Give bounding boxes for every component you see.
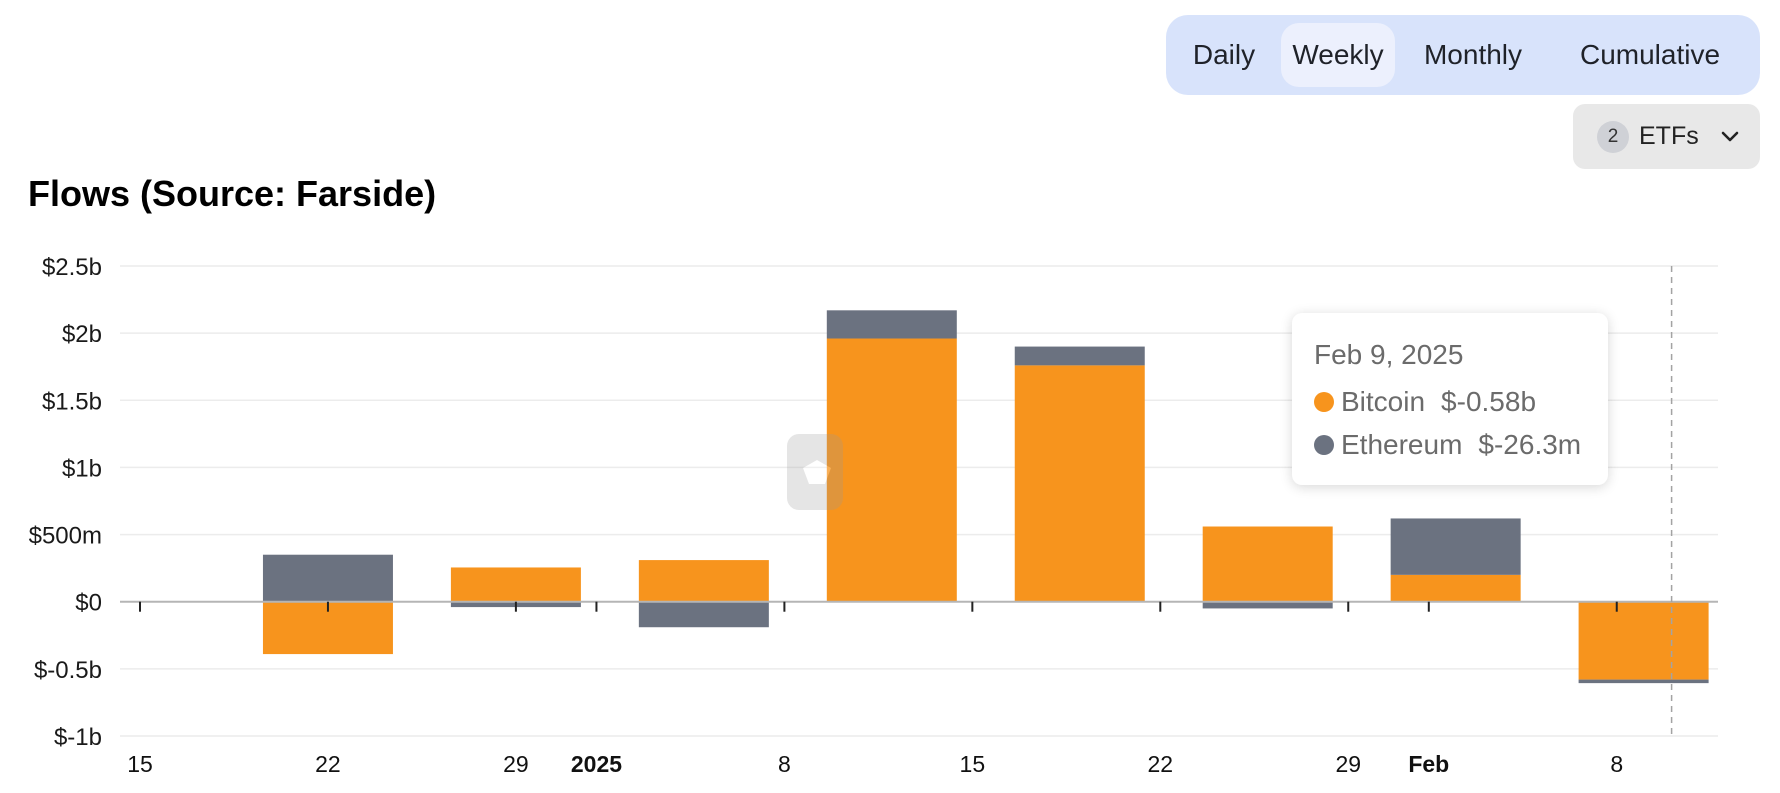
chart-tooltip: Feb 9, 2025 Bitcoin $-0.58b Ethereum $-2… [1292, 313, 1608, 485]
view-tabs: Daily Weekly Monthly Cumulative [1166, 15, 1760, 95]
y-tick-label: $1b [62, 455, 102, 482]
tooltip-series-name: Ethereum [1341, 428, 1463, 460]
bar-bitcoin[interactable] [1578, 601, 1709, 680]
bar-ethereum[interactable] [1202, 601, 1333, 609]
bar-bitcoin[interactable] [638, 560, 769, 602]
bar-ethereum[interactable] [638, 601, 769, 628]
bar-ethereum[interactable] [1390, 518, 1521, 575]
watermark-logo-icon [785, 432, 849, 517]
x-tick-label: 2025 [571, 751, 622, 777]
y-tick-label: $0 [75, 590, 102, 617]
bar-ethereum[interactable] [1014, 346, 1145, 366]
chevron-down-icon [1721, 104, 1739, 169]
ethereum-dot-icon [1314, 434, 1334, 455]
etf-selector-label: ETFs [1639, 122, 1699, 150]
y-tick-label: $-0.5b [34, 657, 102, 684]
bar-bitcoin[interactable] [826, 338, 957, 602]
tab-monthly[interactable]: Monthly [1423, 39, 1523, 70]
x-tick-label: 22 [1148, 751, 1174, 777]
y-tick-label: $-1b [54, 724, 102, 751]
x-tick-label: 15 [960, 751, 986, 777]
bars [262, 310, 1709, 684]
bar-bitcoin[interactable] [450, 567, 581, 602]
y-axis-ticks: $2.5b $2b $1.5b $1b $500m $0 $-0.5b $-1b [29, 254, 102, 751]
tooltip-date: Feb 9, 2025 [1314, 339, 1464, 370]
x-tick-label: 29 [503, 751, 529, 777]
x-axis: 15 22 29 2025 8 15 22 29 Feb 8 [120, 266, 1718, 777]
x-tick-label: 29 [1335, 751, 1361, 777]
y-tick-label: $2b [62, 321, 102, 348]
tooltip-row-ethereum: Ethereum $-26.3m [1314, 423, 1608, 466]
y-tick-label: $500m [29, 523, 102, 550]
y-tick-label: $1.5b [42, 388, 102, 415]
bar-bitcoin[interactable] [1014, 365, 1145, 602]
bitcoin-dot-icon [1314, 391, 1334, 412]
tab-daily[interactable]: Daily [1192, 39, 1256, 70]
tab-cumulative[interactable]: Cumulative [1579, 39, 1721, 70]
x-tick-label: 22 [315, 751, 341, 777]
x-tick-label: 8 [1610, 751, 1623, 777]
x-tick-label: 15 [127, 751, 153, 777]
y-tick-label: $2.5b [42, 254, 102, 281]
bar-ethereum[interactable] [1578, 679, 1709, 684]
bar-ethereum[interactable] [262, 554, 393, 602]
bar-bitcoin[interactable] [1202, 526, 1333, 602]
tooltip-row-bitcoin: Bitcoin $-0.58b [1314, 380, 1608, 423]
tooltip-series-value: $-26.3m [1478, 428, 1582, 460]
etf-selector-button[interactable]: 2 ETFs [1573, 104, 1760, 169]
etf-count-badge: 2 [1597, 121, 1629, 153]
tooltip-series-name: Bitcoin [1341, 385, 1426, 417]
x-tick-label: 8 [778, 751, 791, 777]
x-tick-label: Feb [1408, 751, 1449, 777]
chart-title: Flows (Source: Farside) [28, 173, 437, 214]
bar-bitcoin[interactable] [1390, 574, 1521, 602]
tab-weekly[interactable]: Weekly [1281, 23, 1395, 87]
tooltip-series-value: $-0.58b [1441, 385, 1537, 417]
bar-ethereum[interactable] [826, 310, 957, 339]
